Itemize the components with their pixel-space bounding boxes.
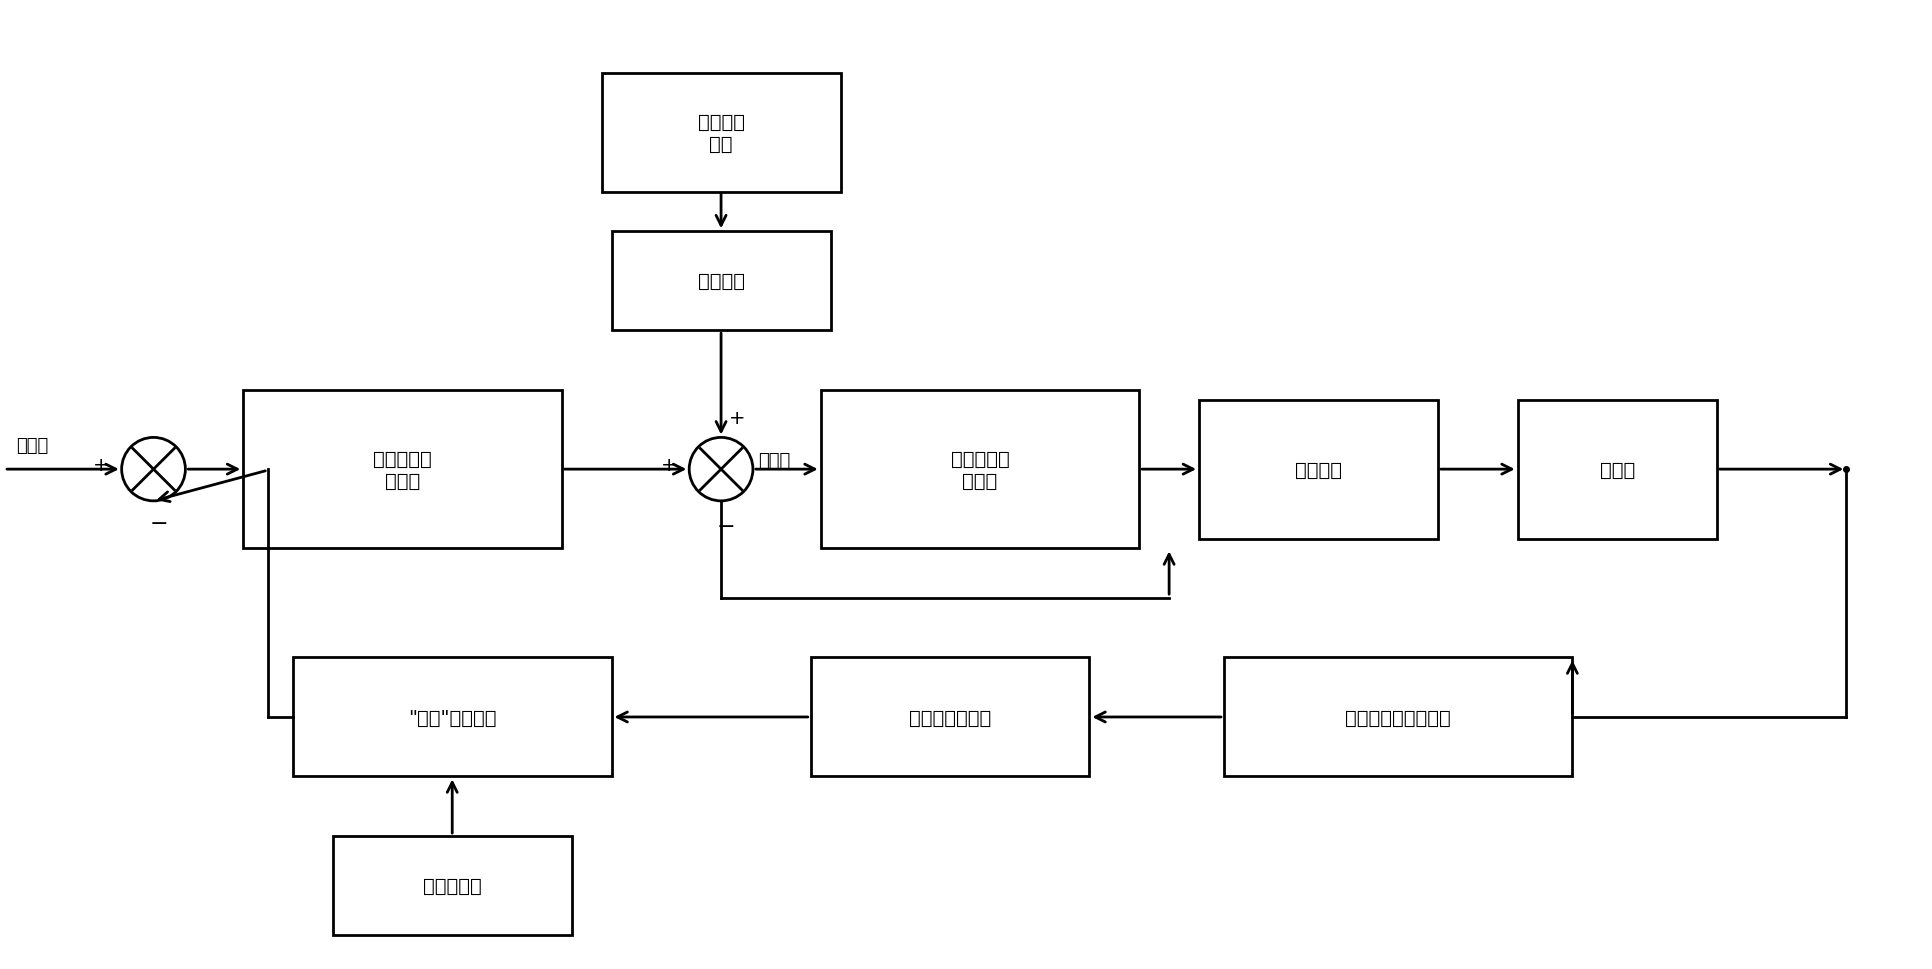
Text: −: − xyxy=(717,516,734,536)
Text: 设定值: 设定值 xyxy=(15,437,48,454)
Text: 数据一致性处理: 数据一致性处理 xyxy=(908,707,991,727)
Text: "滚动"优化校正: "滚动"优化校正 xyxy=(408,707,497,727)
Circle shape xyxy=(690,438,753,501)
Bar xyxy=(611,232,831,331)
Text: 配料罐: 配料罐 xyxy=(1600,460,1634,479)
Circle shape xyxy=(122,438,185,501)
Text: 设定值: 设定值 xyxy=(757,452,790,469)
Text: 循环母液
流量: 循环母液 流量 xyxy=(697,112,744,153)
Bar xyxy=(601,74,840,192)
Bar xyxy=(810,658,1090,777)
Bar xyxy=(821,391,1138,548)
Text: +: + xyxy=(93,455,110,474)
Text: +: + xyxy=(728,409,746,428)
Bar xyxy=(243,391,562,548)
Text: 前馈模块: 前馈模块 xyxy=(697,272,744,291)
Bar xyxy=(332,836,572,935)
Bar xyxy=(1198,400,1437,539)
Text: 催化剂流量
控制器: 催化剂流量 控制器 xyxy=(951,450,1009,490)
Text: 人工分析值: 人工分析值 xyxy=(423,876,481,895)
Text: 流量对象: 流量对象 xyxy=(1294,460,1341,479)
Text: +: + xyxy=(661,455,676,474)
Text: 在线分析仪实时测量: 在线分析仪实时测量 xyxy=(1345,707,1451,727)
Text: 催化剂浓度
控制器: 催化剂浓度 控制器 xyxy=(373,450,431,490)
Bar xyxy=(1517,400,1716,539)
Bar xyxy=(294,658,611,777)
Text: −: − xyxy=(149,514,168,533)
Bar xyxy=(1223,658,1571,777)
